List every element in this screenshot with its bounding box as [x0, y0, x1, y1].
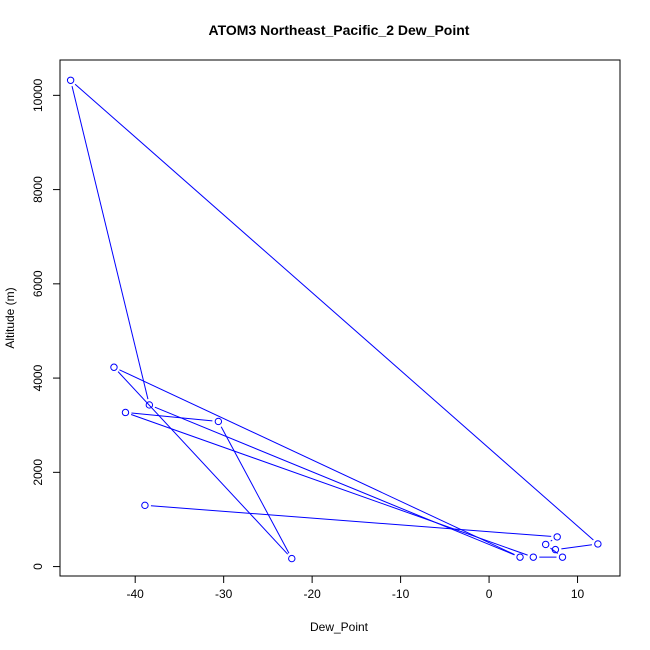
data-point: [551, 545, 560, 554]
series-line-segment: [130, 414, 528, 556]
y-tick-label: 4000: [31, 364, 45, 391]
data-point: [594, 540, 602, 548]
plot-area: [59, 59, 621, 577]
data-series: [66, 76, 602, 563]
series-line-segment: [119, 369, 515, 556]
data-point: [214, 417, 223, 426]
x-tick-label: 10: [571, 587, 585, 601]
y-axis: 0 2000 4000 6000 8000 10000: [31, 78, 61, 570]
x-tick-label: 0: [486, 587, 493, 601]
data-point: [121, 408, 130, 417]
series-line-segment: [550, 539, 553, 542]
data-point: [516, 553, 524, 561]
data-point: [288, 554, 296, 563]
data-point: [553, 533, 561, 541]
series-line-segment: [131, 412, 213, 422]
x-tick-label: -10: [392, 587, 410, 601]
x-axis: -40 -30 -20 -10 0 10: [127, 575, 585, 601]
y-tick-label: 0: [31, 563, 45, 570]
series-line-segment: [74, 83, 594, 541]
series-line-segment: [71, 85, 149, 400]
data-point: [141, 501, 149, 510]
y-axis-label: Altitude (m): [3, 287, 17, 348]
series-line-segment: [150, 505, 552, 537]
series-line-segment: [220, 426, 290, 554]
y-tick-label: 8000: [31, 176, 45, 203]
series-line-segment: [154, 406, 515, 556]
data-point: [529, 553, 538, 561]
data-point: [541, 540, 550, 549]
series-line-segment: [561, 544, 593, 550]
y-tick-label: 2000: [31, 459, 45, 486]
data-point: [145, 401, 154, 409]
y-tick-label: 6000: [31, 270, 45, 297]
series-line-segment: [117, 371, 289, 555]
chart-title: ATOM3 Northeast_Pacific_2 Dew_Point: [209, 22, 470, 38]
data-point: [66, 76, 75, 84]
x-tick-label: -30: [215, 587, 233, 601]
x-tick-label: -20: [303, 587, 321, 601]
data-point: [110, 363, 118, 371]
y-tick-label: 10000: [31, 78, 45, 112]
x-axis-label: Dew_Point: [310, 620, 369, 634]
x-tick-label: -40: [127, 587, 145, 601]
data-point: [558, 553, 567, 561]
